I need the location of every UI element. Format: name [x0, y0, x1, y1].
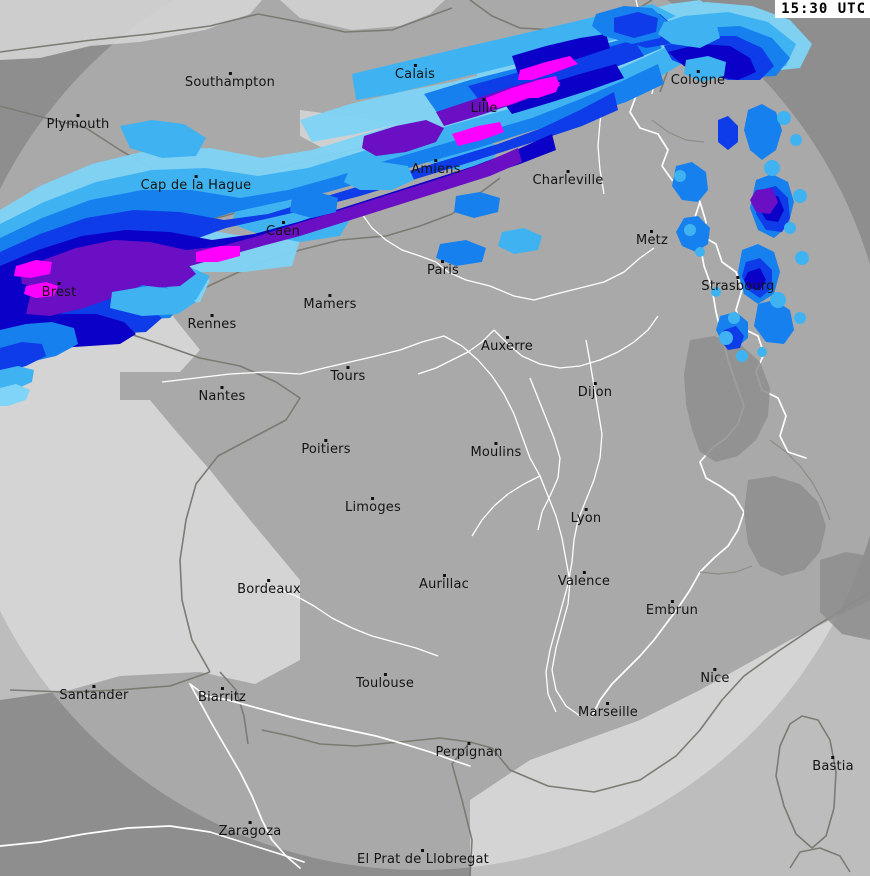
precip-extreme — [14, 56, 578, 298]
precipitation-layer — [0, 0, 812, 406]
precip-brittany-band — [0, 322, 78, 406]
precip-channel-cells — [110, 162, 542, 316]
precip-rhine-cells — [674, 111, 809, 362]
precip-cologne-cells — [592, 6, 726, 82]
terrain-shading — [684, 336, 870, 640]
timestamp-badge: 15:30 UTC — [775, 0, 870, 18]
